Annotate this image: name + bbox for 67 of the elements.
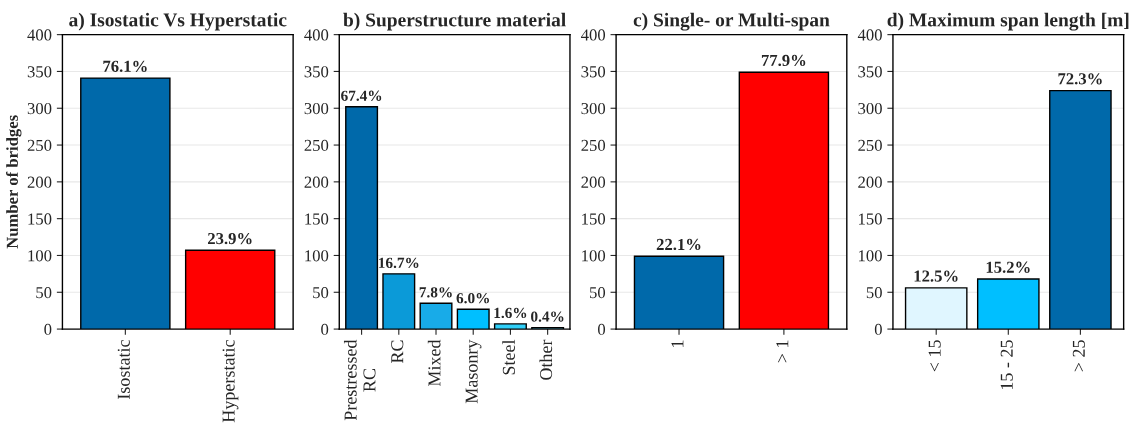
x-tick-label: Masonry bbox=[465, 339, 482, 404]
y-tick-label: 0 bbox=[874, 323, 882, 336]
y-tick-label: 200 bbox=[304, 176, 329, 188]
y-tick-label: 350 bbox=[858, 66, 882, 78]
annotation: 77.9% bbox=[761, 54, 806, 67]
y-tick-label: 150 bbox=[305, 213, 329, 225]
y-tick-label: 150 bbox=[859, 213, 882, 225]
chart-title: c) Single- or Multi-span bbox=[633, 12, 830, 31]
y-tick-label: 0 bbox=[44, 323, 52, 336]
annotation: 23.9% bbox=[207, 232, 252, 245]
y-tick-label: 300 bbox=[581, 102, 606, 115]
x-tick-label: > 25 bbox=[1072, 340, 1085, 372]
y-tick-label: 100 bbox=[859, 250, 882, 262]
y-tick-label: 250 bbox=[858, 139, 882, 151]
y-tick-label: 50 bbox=[866, 286, 882, 299]
x-tick-label: > 1 bbox=[776, 340, 789, 363]
chart-title: d) Maximum span length [m] bbox=[887, 12, 1129, 31]
x-tick-label: RC bbox=[391, 340, 404, 364]
y-tick-label: 400 bbox=[304, 29, 329, 41]
annotation: 1.6% bbox=[494, 307, 527, 319]
annotation: 6.0% bbox=[456, 293, 489, 304]
y-tick-label: 400 bbox=[581, 29, 606, 41]
y-tick-label: 200 bbox=[858, 176, 882, 188]
y-tick-label: 100 bbox=[582, 250, 606, 262]
y-tick-label: 100 bbox=[28, 250, 52, 262]
annotation: 0.4% bbox=[531, 311, 564, 322]
annotation: 67.4% bbox=[341, 90, 382, 101]
x-tick-label: Mixed bbox=[427, 339, 441, 387]
y-tick-label: 400 bbox=[857, 29, 882, 41]
annotation: 16.7% bbox=[379, 257, 419, 269]
annotation: 22.1% bbox=[656, 238, 701, 251]
x-tick-label: Hyperstatic bbox=[222, 340, 239, 423]
y-tick-label: 200 bbox=[581, 176, 606, 188]
y-tick-label: 400 bbox=[27, 29, 52, 41]
y-tick-label: 100 bbox=[305, 250, 329, 262]
chart-title: a) Isostatic Vs Hyperstatic bbox=[69, 12, 287, 31]
x-tick-label: Other bbox=[539, 339, 553, 380]
annotation: 12.5% bbox=[914, 270, 958, 282]
x-tick-label: < 15 bbox=[928, 340, 941, 372]
y-tick-label: 250 bbox=[581, 139, 606, 151]
y-tick-label: 150 bbox=[582, 213, 606, 225]
annotation: 15.2% bbox=[986, 261, 1030, 273]
y-tick-label: 350 bbox=[304, 66, 329, 78]
y-tick-label: 200 bbox=[27, 176, 52, 188]
y-tick-label: 50 bbox=[36, 286, 52, 299]
y-tick-label: 350 bbox=[27, 66, 52, 78]
annotation: 7.8% bbox=[419, 287, 452, 298]
y-tick-label: 50 bbox=[313, 286, 329, 299]
chart-title: b) Superstructure material bbox=[343, 12, 566, 31]
y-tick-label: 250 bbox=[304, 139, 329, 151]
x-tick-label: 15 - 25 bbox=[1000, 340, 1013, 390]
x-tick-label: 1 bbox=[671, 340, 684, 347]
x-tick-label: Isostatic bbox=[117, 340, 130, 400]
y-tick-label: 50 bbox=[589, 286, 606, 299]
y-tick-label: 300 bbox=[858, 102, 882, 115]
y-tick-label: 0 bbox=[597, 323, 606, 336]
y-tick-label: 350 bbox=[581, 66, 606, 78]
annotation: 76.1% bbox=[103, 60, 147, 72]
y-tick-label: 0 bbox=[321, 323, 329, 336]
y-tick-label: 250 bbox=[27, 139, 52, 151]
y-tick-label: 150 bbox=[28, 213, 52, 225]
y-tick-label: 300 bbox=[27, 102, 52, 115]
y-tick-label: 300 bbox=[304, 102, 329, 115]
y-axis-title: Number of bridges bbox=[6, 115, 22, 249]
x-tick-label: Prestressed RC bbox=[343, 339, 376, 421]
x-tick-label: Steel bbox=[502, 339, 515, 375]
annotation: 72.3% bbox=[1058, 73, 1102, 85]
